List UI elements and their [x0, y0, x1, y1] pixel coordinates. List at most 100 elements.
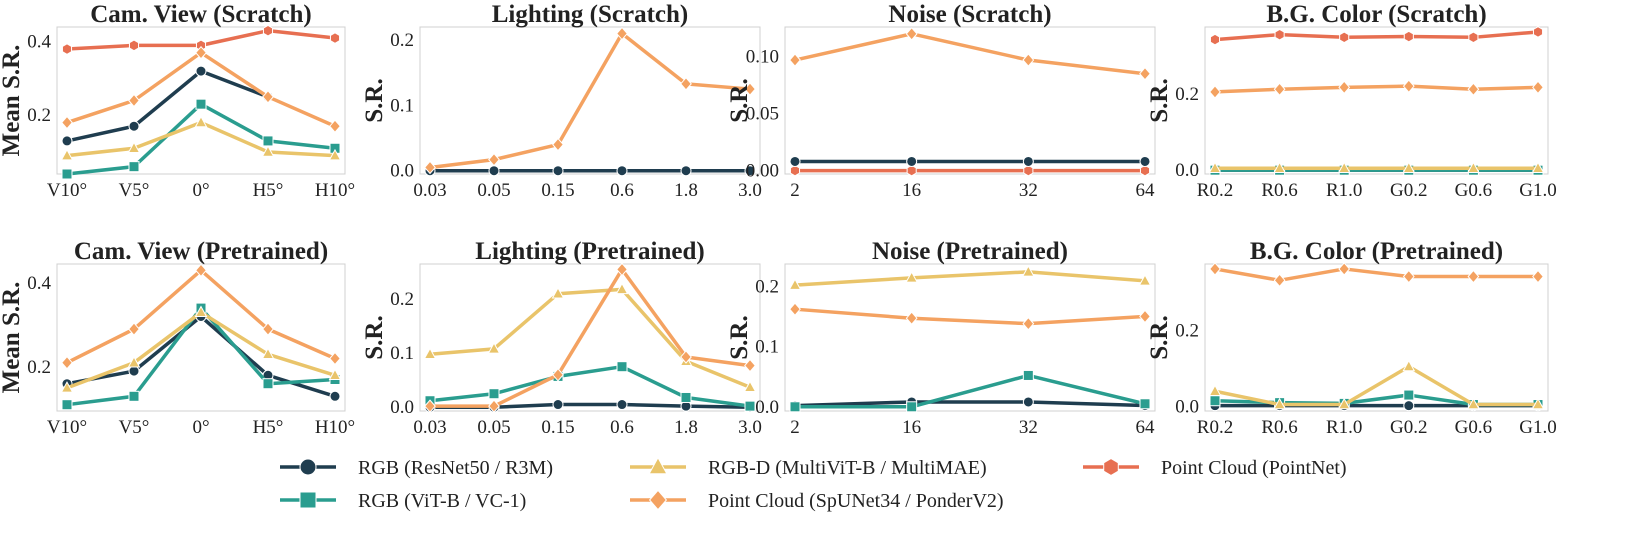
data-point [680, 77, 692, 91]
data-point [1532, 80, 1544, 95]
data-point [789, 53, 801, 67]
data-point [1209, 33, 1221, 46]
y-tick-label: 0.2 [1175, 84, 1199, 105]
legend-label: Point Cloud (SpUNet34 / PonderV2) [708, 490, 1004, 512]
series-point-cloud-pointnet [61, 24, 341, 55]
data-point [329, 32, 341, 44]
x-tick-label: V10° [47, 417, 87, 438]
x-tick-label: 0.05 [477, 417, 510, 438]
data-point [61, 135, 73, 147]
data-point [616, 165, 628, 177]
data-point [552, 137, 564, 152]
x-tick-label: 0.6 [610, 417, 634, 438]
data-point [744, 400, 756, 412]
data-point [1022, 155, 1034, 167]
y-tick-label: 0.00 [746, 161, 779, 182]
y-tick-label: 0.2 [755, 276, 779, 297]
series-rgb-d-multivit-b-multimae [60, 305, 342, 393]
y-tick-label: 0.2 [390, 30, 414, 51]
x-tick-label: 0.05 [477, 180, 510, 201]
y-tick-label: 0.2 [27, 105, 51, 126]
data-point [1468, 31, 1479, 44]
x-tick-label: 3.0 [738, 180, 762, 201]
series-point-cloud-pointnet [789, 164, 1151, 177]
data-point [1402, 161, 1416, 174]
chart-title: Cam. View (Scratch) [90, 1, 311, 28]
x-tick-label: R1.0 [1326, 417, 1362, 438]
data-point [262, 90, 274, 104]
data-point [1403, 389, 1415, 401]
data-point [1022, 53, 1035, 67]
data-point [128, 93, 140, 108]
y-tick-label: 0.0 [390, 397, 414, 418]
data-point [128, 161, 140, 173]
legend-marker [299, 458, 317, 476]
data-point [1209, 85, 1221, 99]
x-tick-label: 16 [902, 417, 921, 438]
data-point [788, 278, 802, 290]
y-axis-label: S.R. [361, 315, 388, 359]
data-point [552, 399, 564, 411]
data-point [61, 43, 73, 55]
data-point [1531, 397, 1545, 410]
x-tick-label: H5° [253, 417, 284, 438]
series-rgb-d-multivit-b-multimae [60, 115, 342, 161]
series-rgb-d-multivit-b-multimae [788, 265, 1152, 290]
series-point-cloud-spunet34-ponderv2 [1209, 79, 1544, 99]
series-line [1214, 364, 1538, 407]
data-point [616, 361, 628, 373]
data-point [906, 401, 918, 413]
data-point [128, 39, 140, 52]
data-point [906, 155, 918, 167]
data-point [616, 399, 628, 411]
x-tick-label: 2 [790, 180, 800, 201]
series-line [66, 69, 269, 143]
plot-frame [56, 263, 346, 412]
plot-frame [1204, 263, 1549, 412]
data-point [1022, 369, 1034, 381]
data-point [195, 45, 207, 60]
x-tick-label: G0.2 [1390, 180, 1427, 201]
x-tick-label: 64 [1136, 417, 1156, 438]
y-tick-label: 0.10 [746, 47, 779, 68]
subplot-noise-scratch: Noise (Scratch) S.R. 0.00 0.05 0.10 2 16 32 64 [726, 1, 1156, 201]
x-tick-label: G0.6 [1455, 180, 1492, 201]
legend-label: RGB (ViT-B / VC-1) [358, 490, 526, 512]
data-point [262, 322, 274, 336]
legend-item-rgb-d-multivit-b-multimae: RGB-D (MultiViT-B / MultiMAE) [630, 456, 987, 479]
data-point [789, 401, 801, 413]
data-point [615, 282, 629, 295]
chart-title: B.G. Color (Pretrained) [1250, 238, 1503, 265]
x-tick-label: 64 [1136, 180, 1156, 201]
y-tick-label: 0.2 [27, 357, 51, 378]
data-point [127, 355, 141, 368]
x-tick-label: R0.6 [1261, 417, 1297, 438]
data-point [1403, 400, 1415, 412]
series-rgb-resnet50-r3m [424, 165, 756, 177]
x-tick-label: 1.8 [674, 180, 698, 201]
series-line [429, 31, 751, 170]
chart-title: B.G. Color (Scratch) [1266, 1, 1486, 28]
series-line [794, 307, 1146, 326]
data-point [195, 263, 207, 278]
data-point [1532, 26, 1544, 38]
data-point [1209, 262, 1221, 276]
y-axis-label: S.R. [726, 315, 753, 359]
x-tick-label: V10° [47, 180, 87, 201]
series-point-cloud-spunet34-ponderv2 [1209, 262, 1544, 288]
x-tick-label: V5° [119, 180, 150, 201]
x-tick-label: 32 [1019, 417, 1038, 438]
series-point-cloud-spunet34-ponderv2 [61, 263, 341, 370]
data-point [1338, 262, 1351, 276]
data-point [60, 381, 74, 393]
legend-marker [648, 456, 668, 475]
subplot-cam-view-scratch: Cam. View (Scratch) Mean S.R. 0.2 0.4 V10° V5… [0, 1, 355, 201]
x-tick-label: 0.03 [413, 180, 446, 201]
y-axis-label: Mean S.R. [0, 45, 25, 157]
y-tick-label: 0.2 [1175, 320, 1199, 341]
data-point [329, 390, 341, 402]
data-point [1467, 397, 1480, 410]
series-rgb-resnet50-r3m [789, 155, 1151, 167]
data-point [1138, 274, 1152, 286]
